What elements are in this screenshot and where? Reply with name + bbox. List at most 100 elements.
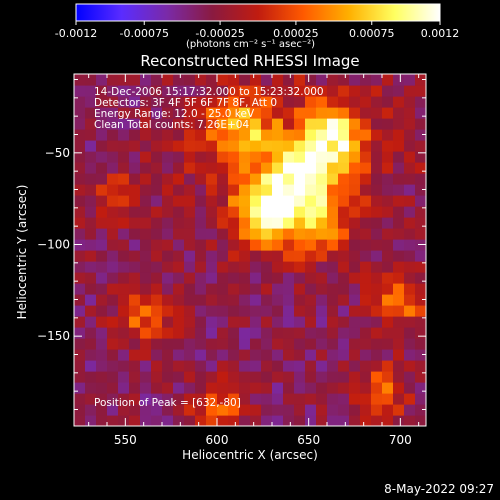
heatmap-cell [404, 360, 416, 372]
heatmap-cell [184, 206, 196, 218]
heatmap-cell [371, 206, 383, 218]
heatmap-cell [85, 305, 97, 317]
heatmap-cell [316, 151, 328, 163]
heatmap-cell [283, 173, 295, 185]
heatmap-cell [415, 118, 426, 130]
heatmap-cell [283, 217, 295, 229]
heatmap-cell [151, 129, 163, 141]
heatmap-cell [393, 316, 405, 328]
heatmap-cell [206, 316, 218, 328]
heatmap-cell [129, 140, 141, 152]
heatmap-cell [294, 118, 306, 130]
heatmap-cell [294, 327, 306, 339]
heatmap-cell [118, 404, 130, 416]
heatmap-cell [261, 272, 273, 284]
heatmap-cell [316, 74, 328, 86]
heatmap-cell [338, 404, 350, 416]
heatmap-cell [162, 118, 174, 130]
heatmap-cell [327, 206, 339, 218]
heatmap-cell [382, 371, 394, 383]
heatmap-cell [272, 118, 284, 130]
colorbar-unit-label: (photons cm⁻² s⁻¹ asec⁻²) [186, 39, 316, 50]
heatmap-cell [360, 107, 372, 119]
heatmap-cell [371, 129, 383, 141]
heatmap-cell [184, 173, 196, 185]
heatmap-cell [228, 118, 240, 130]
heatmap-cell [151, 382, 163, 394]
heatmap-cell [393, 250, 405, 262]
heatmap-cell [382, 74, 394, 86]
heatmap-cell [184, 360, 196, 372]
heatmap-cell [349, 162, 361, 174]
heatmap-cell [217, 228, 229, 240]
heatmap-cell [349, 239, 361, 251]
heatmap-cell [118, 415, 130, 426]
heatmap-cell [140, 228, 152, 240]
heatmap-cell [151, 184, 163, 196]
heatmap-cell [96, 327, 108, 339]
heatmap-cell [349, 283, 361, 295]
heatmap-cell [250, 85, 262, 97]
heatmap-cell [305, 371, 317, 383]
heatmap-cell [305, 415, 317, 426]
heatmap-cell [206, 206, 218, 218]
heatmap-cell [217, 261, 229, 273]
heatmap-cell [184, 195, 196, 207]
heatmap-cell [239, 217, 251, 229]
heatmap-cell [393, 107, 405, 119]
heatmap-cell [96, 283, 108, 295]
heatmap-cell [415, 349, 426, 361]
heatmap-cell [327, 239, 339, 251]
heatmap-cell [74, 217, 86, 229]
heatmap-cell [283, 206, 295, 218]
heatmap-cell [206, 393, 218, 405]
heatmap-cell [382, 393, 394, 405]
heatmap-cell [261, 250, 273, 262]
heatmap-cell [162, 404, 174, 416]
heatmap-cell [239, 140, 251, 152]
heatmap-cell [140, 96, 152, 108]
heatmap-cell [206, 272, 218, 284]
heatmap-cell [129, 305, 141, 317]
heatmap-cell [250, 382, 262, 394]
heatmap-cell [404, 272, 416, 284]
heatmap-cell [140, 107, 152, 119]
heatmap-cell [151, 74, 163, 86]
colorbar-tick-label: -0.00025 [195, 27, 244, 40]
heatmap-cell [415, 283, 426, 295]
heatmap-cell [96, 393, 108, 405]
heatmap-cell [316, 360, 328, 372]
heatmap-cell [371, 415, 383, 426]
heatmap-cell [360, 415, 372, 426]
heatmap-cell [239, 404, 251, 416]
heatmap-cell [371, 140, 383, 152]
heatmap-cell [338, 283, 350, 295]
heatmap-cell [283, 349, 295, 361]
heatmap-cell [195, 140, 207, 152]
heatmap-cell [217, 316, 229, 328]
heatmap-cell [316, 96, 328, 108]
heatmap-cell [206, 305, 218, 317]
heatmap-cell [107, 140, 119, 152]
heatmap-cell [316, 316, 328, 328]
heatmap-cell [217, 85, 229, 97]
heatmap-cell [151, 371, 163, 383]
heatmap-cell [85, 382, 97, 394]
heatmap-cell [239, 294, 251, 306]
heatmap-cell [74, 393, 86, 405]
x-tick-label: 550 [114, 433, 137, 447]
heatmap-cell [195, 360, 207, 372]
annotation-time-range: 14-Dec-2006 15:17:32.000 to 15:23:32.000 [94, 86, 324, 98]
heatmap-cell [173, 294, 185, 306]
heatmap-cell [338, 360, 350, 372]
heatmap-cell [85, 239, 97, 251]
heatmap-cell [173, 206, 185, 218]
heatmap-cell [360, 74, 372, 86]
heatmap-cell [140, 393, 152, 405]
heatmap-cell [338, 173, 350, 185]
heatmap-cell [173, 173, 185, 185]
heatmap-cell [173, 96, 185, 108]
heatmap-cell [74, 85, 86, 97]
heatmap-cell [371, 294, 383, 306]
